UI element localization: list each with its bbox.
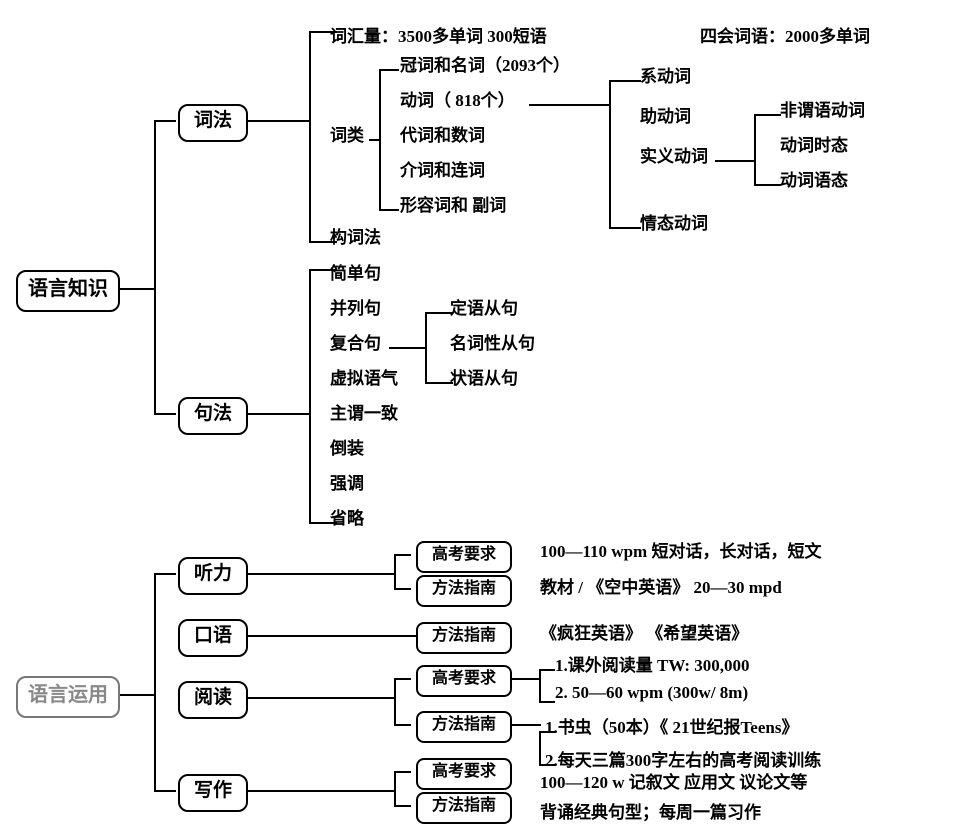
label-4: 动词（ 818个） (400, 86, 515, 111)
label-23: 省略 (330, 504, 364, 529)
label-17: 并列句 (330, 294, 381, 319)
box-gk3: 高考要求 (416, 758, 512, 790)
label-32: 1.书虫（50本）《 21世纪报Teens》 (545, 713, 798, 738)
diagram-lines (0, 0, 976, 824)
label-7: 形容词和 副词 (400, 191, 506, 216)
label-25: 名词性从句 (450, 329, 535, 354)
label-20: 主谓一致 (330, 399, 398, 424)
box-ff4: 方法指南 (416, 792, 512, 824)
label-11: 情态动词 (640, 209, 708, 234)
box-yuedu: 阅读 (178, 681, 248, 719)
label-14: 动词语态 (780, 166, 848, 191)
label-2: 词类 (330, 121, 364, 146)
label-9: 助动词 (640, 102, 691, 127)
label-31: 2. 50—60 wpm (300w/ 8m) (555, 683, 748, 703)
box-gk2: 高考要求 (416, 665, 512, 697)
box-xiezuo: 写作 (178, 774, 248, 812)
box-ff1: 方法指南 (416, 575, 512, 607)
box-ff3: 方法指南 (416, 711, 512, 743)
label-5: 代词和数词 (400, 121, 485, 146)
label-34: 100—120 w 记叙文 应用文 议论文等 (540, 768, 807, 793)
label-30: 1.课外阅读量 TW: 300,000 (555, 651, 750, 676)
label-13: 动词时态 (780, 131, 848, 156)
box-ff2: 方法指南 (416, 622, 512, 654)
box-root1: 语言知识 (16, 270, 120, 312)
label-12: 非谓语动词 (780, 96, 865, 121)
label-6: 介词和连词 (400, 156, 485, 181)
label-27: 100—110 wpm 短对话，长对话，短文 (540, 537, 821, 562)
label-15: 构词法 (330, 223, 381, 248)
box-cifa: 词法 (178, 104, 248, 142)
box-gk1: 高考要求 (416, 541, 512, 573)
box-root2: 语言运用 (16, 676, 120, 718)
label-19: 虚拟语气 (330, 364, 398, 389)
box-tingli: 听力 (178, 557, 248, 595)
label-8: 系动词 (640, 62, 691, 87)
label-0: 词汇量：3500多单词 300短语 (330, 22, 547, 47)
label-3: 冠词和名词（2093个） (400, 51, 570, 76)
box-kouyu: 口语 (178, 619, 248, 657)
label-16: 简单句 (330, 259, 381, 284)
label-26: 状语从句 (450, 364, 518, 389)
label-22: 强调 (330, 469, 364, 494)
label-21: 倒装 (330, 434, 364, 459)
label-28: 教材 / 《空中英语》 20—30 mpd (540, 573, 782, 598)
label-35: 背诵经典句型；每周一篇习作 (540, 798, 761, 823)
label-10: 实义动词 (640, 142, 708, 167)
label-24: 定语从句 (450, 294, 518, 319)
label-18: 复合句 (330, 329, 381, 354)
label-29: 《疯狂英语》 《希望英语》 (540, 619, 748, 644)
label-1: 四会词语：2000多单词 (700, 22, 870, 47)
box-jufa: 句法 (178, 397, 248, 435)
